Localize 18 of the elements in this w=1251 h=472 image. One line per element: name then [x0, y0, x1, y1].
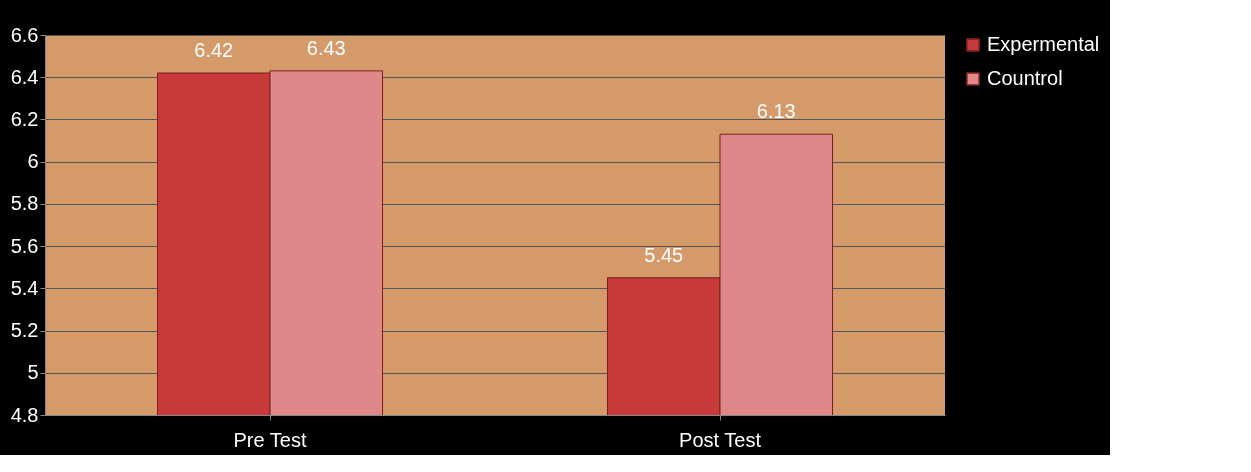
x-tick-label: Pre Test [233, 428, 307, 451]
y-tick-label: 4.8 [10, 403, 39, 426]
x-tick-label: Post Test [679, 428, 762, 451]
y-tick-label: 6.2 [10, 107, 39, 130]
legend-label: Countrol [987, 67, 1063, 89]
y-tick-label: 5.2 [10, 319, 39, 342]
y-tick-label: 5.6 [10, 234, 39, 257]
y-tick-label: 6.6 [10, 23, 39, 46]
y-tick-label: 6 [27, 150, 39, 173]
data-label: 5.45 [644, 243, 684, 266]
legend-label: Expermental [987, 33, 1100, 55]
y-tick-label: 5.4 [10, 276, 39, 299]
data-label: 6.43 [306, 36, 346, 59]
data-label: 6.13 [756, 100, 796, 123]
data-label: 6.42 [194, 39, 234, 61]
y-tick-label: 5 [27, 361, 39, 384]
y-tick-label: 6.4 [10, 65, 39, 88]
y-tick-label: 5.8 [10, 192, 39, 215]
